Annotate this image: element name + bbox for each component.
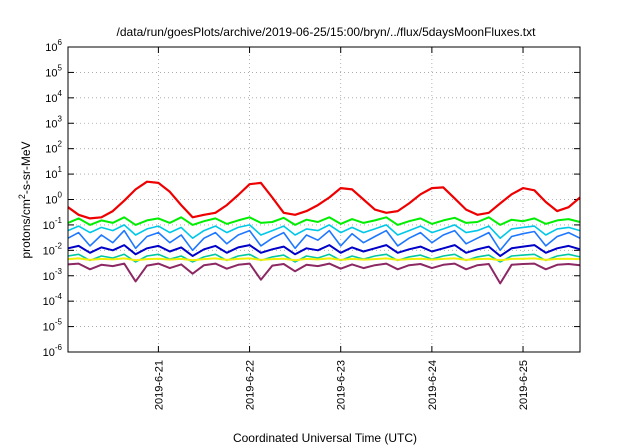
- y-tick-label: 101: [45, 165, 62, 181]
- series-line-8: [67, 262, 581, 285]
- y-tick-exponent: 6: [58, 38, 63, 47]
- y-axis-label-suffix: -s-sr-MeV: [19, 141, 33, 194]
- y-axis-label: protons/cm2-s-sr-MeV: [17, 141, 33, 258]
- y-tick-base: 10: [43, 296, 55, 308]
- y-tick-base: 10: [43, 245, 55, 257]
- y-tick-base: 10: [45, 42, 57, 54]
- y-tick-label: 10-5: [43, 318, 63, 334]
- y-tick-label: 106: [45, 38, 62, 54]
- series-line-3: [67, 224, 581, 239]
- y-tick-label: 10-1: [43, 216, 63, 232]
- y-tick-label: 10-4: [43, 292, 63, 308]
- y-tick-base: 10: [45, 144, 57, 156]
- y-tick-exponent: -5: [55, 318, 63, 327]
- series-line-7: [67, 257, 581, 262]
- y-tick-exponent: 0: [58, 191, 63, 200]
- y-tick-label: 105: [45, 63, 62, 79]
- y-tick-label: 100: [45, 191, 62, 207]
- y-tick-exponent: 1: [58, 165, 63, 174]
- y-tick-exponent: 3: [58, 114, 63, 123]
- x-tick-label: 2019-6-22: [245, 360, 257, 410]
- y-tick-label: 10-2: [43, 241, 63, 257]
- y-tick-label: 103: [45, 114, 62, 130]
- x-tick-label: 2019-6-21: [153, 360, 165, 410]
- series-line-4: [67, 229, 581, 252]
- y-tick-base: 10: [43, 271, 55, 283]
- y-tick-exponent: 2: [58, 140, 63, 149]
- series-line-2: [67, 216, 581, 226]
- y-tick-exponent: -4: [55, 292, 63, 301]
- y-tick-base: 10: [45, 169, 57, 181]
- y-tick-exponent: -6: [55, 343, 63, 352]
- y-tick-exponent: -1: [55, 216, 63, 225]
- y-tick-label: 104: [45, 89, 62, 105]
- x-axis-label: Coordinated Universal Time (UTC): [233, 431, 417, 445]
- y-tick-label: 102: [45, 140, 62, 156]
- plot-area: 10-610-510-410-310-210-11001011021031041…: [43, 38, 581, 410]
- y-tick-exponent: -2: [55, 241, 63, 250]
- y-axis-label-superscript: 2: [17, 194, 27, 199]
- y-axis-label-prefix: protons/cm: [19, 199, 33, 258]
- y-tick-exponent: 4: [58, 89, 63, 98]
- x-tick-label: 2019-6-25: [518, 360, 530, 410]
- y-tick-label: 10-6: [43, 343, 63, 359]
- y-tick-base: 10: [43, 220, 55, 232]
- x-tick-label: 2019-6-23: [336, 360, 348, 410]
- plot-frame: [67, 46, 581, 353]
- y-tick-label: 10-3: [43, 267, 63, 283]
- series-line-5: [67, 244, 581, 257]
- y-tick-base: 10: [43, 322, 55, 334]
- y-tick-base: 10: [43, 347, 55, 359]
- y-tick-exponent: 5: [58, 63, 63, 72]
- y-tick-base: 10: [45, 195, 57, 207]
- y-tick-exponent: -3: [55, 267, 63, 276]
- y-tick-base: 10: [45, 118, 57, 130]
- series-line-1: [67, 180, 581, 220]
- chart-title: /data/run/goesPlots/archive/2019-06-25/1…: [117, 25, 537, 39]
- x-tick-label: 2019-6-24: [427, 360, 439, 410]
- y-tick-base: 10: [45, 93, 57, 105]
- y-tick-base: 10: [45, 67, 57, 79]
